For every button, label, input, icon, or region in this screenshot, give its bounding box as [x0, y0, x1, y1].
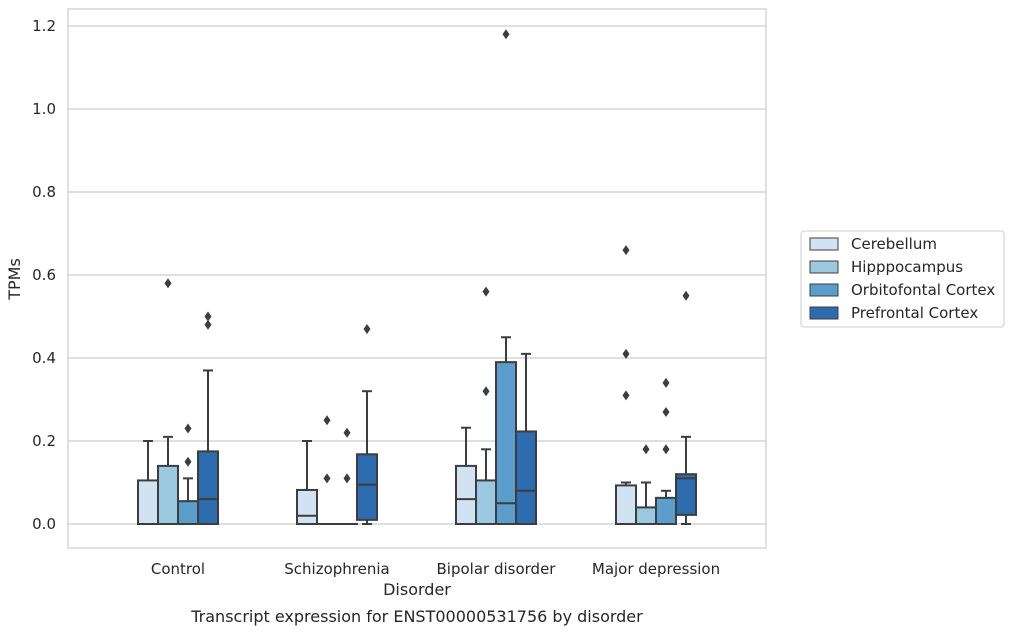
box-hipppocampus	[157, 278, 179, 525]
box-iqr	[296, 488, 318, 525]
legend-label: Prefrontal Cortex	[851, 304, 978, 322]
x-tick-label: Schizophrenia	[284, 560, 389, 578]
legend-label: Orbitofontal Cortex	[851, 281, 995, 299]
box-iqr	[495, 361, 517, 525]
y-tick-label: 0.2	[32, 432, 56, 450]
plot-frame	[67, 8, 767, 549]
outlier-point	[343, 427, 351, 438]
legend-frame	[800, 230, 1005, 328]
outlier-point	[204, 311, 212, 322]
legend-swatch	[809, 306, 839, 320]
outlier-point	[343, 473, 351, 484]
outlier-point	[482, 386, 490, 397]
box-iqr	[137, 479, 159, 525]
box-prefrontal-cortex	[197, 311, 219, 525]
box-iqr	[655, 496, 677, 526]
outlier-point	[642, 444, 650, 455]
outlier-point	[323, 473, 331, 484]
legend: Cerebellum Hipppocampus Orbitofontal Corte…	[800, 230, 1005, 328]
x-tick-label: Major depression	[592, 560, 720, 578]
x-tick-label: Control	[151, 560, 205, 578]
box-orbitofontal-cortex	[336, 427, 358, 526]
y-tick-label: 1.0	[32, 100, 56, 118]
legend-swatch	[809, 237, 839, 251]
y-tick-label: 0.0	[32, 515, 56, 533]
figure-caption: Transcript expression for ENST0000053175…	[190, 607, 643, 626]
box-iqr	[157, 464, 179, 525]
box-iqr	[615, 484, 637, 525]
box-orbitofontal-cortex	[177, 423, 199, 525]
outlier-point	[682, 290, 690, 301]
outlier-point	[662, 406, 670, 417]
outlier-point	[204, 319, 212, 330]
box-cerebellum	[137, 440, 159, 525]
box-iqr	[515, 430, 537, 525]
y-tick-labels: 0.0 0.2 0.4 0.6 0.8 1.0 1.2	[32, 17, 56, 533]
outlier-point	[164, 278, 172, 289]
y-tick-label: 1.2	[32, 17, 56, 35]
boxes	[137, 29, 697, 526]
outlier-point	[363, 323, 371, 334]
box-iqr	[356, 453, 378, 521]
box-cerebellum	[615, 245, 637, 525]
box-prefrontal-cortex	[356, 323, 378, 525]
legend-swatch	[809, 283, 839, 297]
box-prefrontal-cortex	[675, 290, 697, 525]
box-iqr	[177, 500, 199, 525]
x-axis-label: Disorder	[383, 580, 451, 599]
box-hipppocampus	[475, 286, 497, 525]
box-iqr	[455, 464, 477, 525]
legend-label: Hipppocampus	[851, 258, 963, 276]
x-tick-label: Bipolar disorder	[437, 560, 557, 578]
grid	[68, 25, 766, 525]
outlier-point	[622, 390, 630, 401]
box-orbitofontal-cortex	[495, 29, 517, 525]
outlier-point	[184, 423, 192, 434]
box-prefrontal-cortex	[515, 352, 537, 525]
box-iqr	[197, 450, 219, 525]
outlier-point	[502, 29, 510, 40]
outlier-point	[622, 348, 630, 359]
outlier-point	[662, 444, 670, 455]
outlier-point	[184, 456, 192, 467]
outlier-point	[323, 415, 331, 426]
box-iqr	[675, 473, 697, 516]
y-tick-label: 0.8	[32, 183, 56, 201]
outlier-point	[662, 377, 670, 388]
box-iqr	[475, 479, 497, 525]
box-orbitofontal-cortex	[655, 377, 677, 526]
y-axis-label: TPMs	[5, 258, 24, 301]
y-tick-label: 0.4	[32, 349, 56, 367]
legend-swatch	[809, 260, 839, 274]
outlier-point	[622, 245, 630, 256]
box-iqr	[635, 506, 657, 525]
box-hipppocampus	[635, 444, 657, 525]
box-cerebellum	[455, 426, 477, 525]
y-tick-label: 0.6	[32, 266, 56, 284]
box-hipppocampus	[316, 415, 338, 526]
legend-label: Cerebellum	[851, 235, 937, 253]
x-tick-labels: Control Schizophrenia Bipolar disorder Majo…	[151, 560, 720, 578]
box-cerebellum	[296, 440, 318, 525]
outlier-point	[482, 286, 490, 297]
